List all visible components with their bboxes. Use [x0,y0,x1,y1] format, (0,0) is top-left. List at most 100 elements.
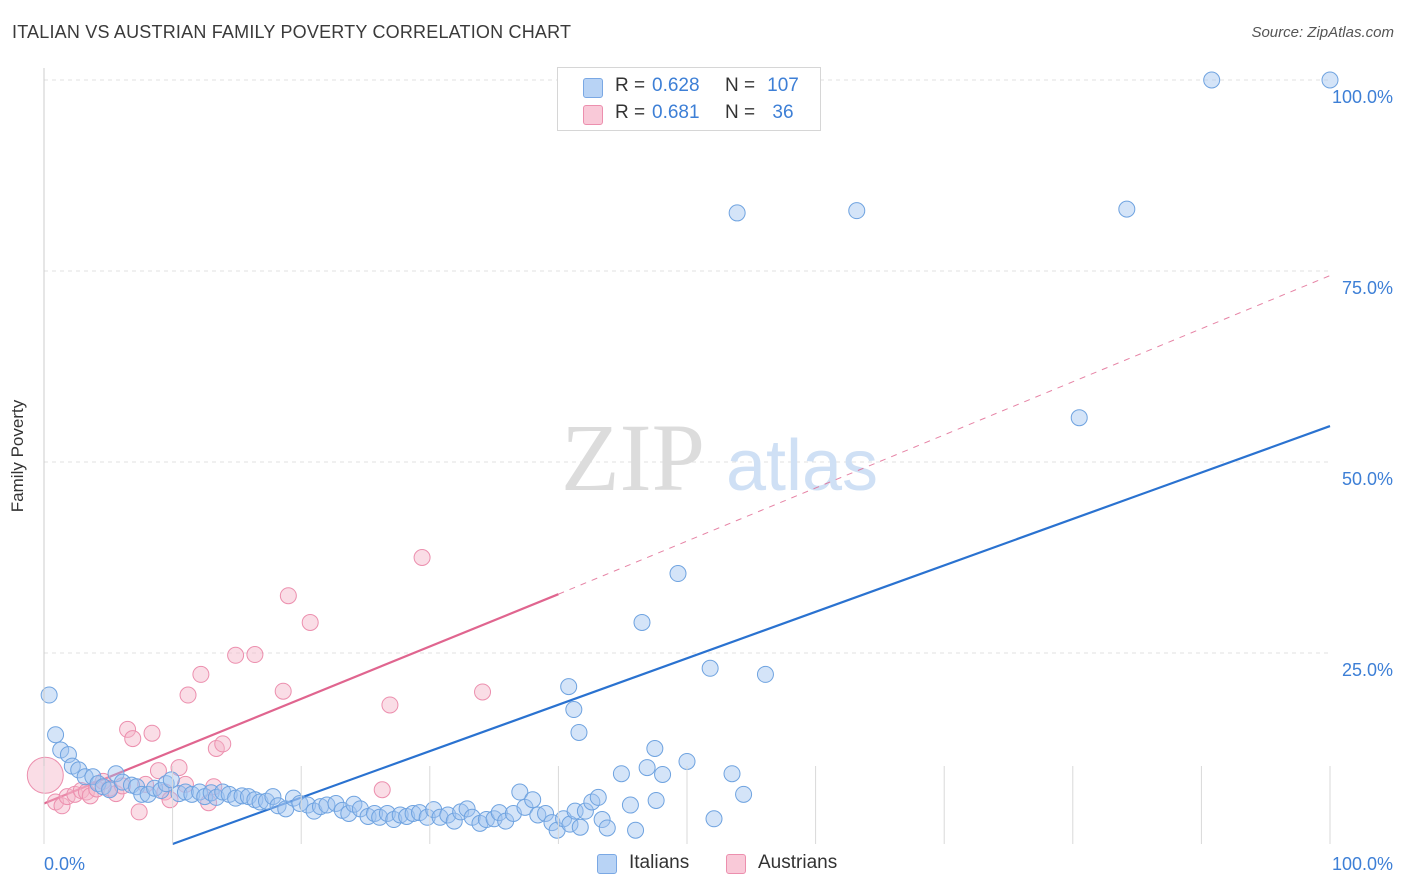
austrian-point [279,587,297,605]
italian-point [638,759,656,777]
italian-point [458,800,476,818]
n-value: 107 [767,75,799,96]
italian-point [524,791,542,809]
correlation-legend: R = 0.628 N = 107 R = 0.681 N = 36 [557,67,821,131]
italian-point [162,771,180,789]
r-value: 0.681 [652,102,700,123]
italian-point [647,791,665,809]
austrian-point [143,724,161,742]
italian-point [264,788,282,806]
italians-trend-line [172,425,1331,846]
italian-point [621,796,639,814]
austrian-point [149,762,167,780]
italian-point [561,815,579,833]
austrian-point [124,730,142,748]
austrians-legend-swatch [726,854,746,874]
watermark-zip: ZIP [561,404,705,511]
italian-point [40,686,58,704]
source-label: Source: ZipAtlas.com [1251,24,1394,41]
austrian-point [192,665,210,683]
legend-row-italians: R = 0.628 N = 107 [558,73,820,101]
italian-point [47,726,65,744]
italian-point [848,202,866,220]
italian-point [1070,409,1088,427]
italian-point [251,793,269,811]
italian-point [107,765,125,783]
austrian-point [274,682,292,700]
italian-point [139,785,157,803]
italian-point [654,765,672,783]
trend-lines [43,275,1331,846]
italian-point [593,811,611,829]
austrian-point [130,803,148,821]
italian-point [176,783,194,801]
italian-point [511,783,529,801]
austrian-point [227,646,245,664]
n-label: N = [725,75,756,96]
austrian-point [170,759,188,777]
italian-point [589,788,607,806]
r-label: R = [615,102,646,123]
x-tick-label: 100.0% [1332,854,1393,874]
italian-point [571,818,589,836]
legend-row-austrians: R = 0.681 N = 36 [558,100,820,128]
italian-point [723,765,741,783]
italian-point [371,808,389,826]
italian-point [439,806,457,824]
italian-point [598,819,616,837]
austrians-trend-line [43,593,559,805]
italian-point [537,804,555,822]
austrian-point [246,646,264,664]
x-tick-label: 0.0% [44,854,85,874]
chart-title: ITALIAN VS AUSTRIAN FAMILY POVERTY CORRE… [12,22,572,42]
austrians-legend-label: Austrians [758,852,838,873]
italians-legend-swatch [597,854,617,874]
italian-point [1203,71,1221,89]
italian-point [1321,71,1339,89]
italian-point [101,781,119,799]
italian-point [1118,200,1136,218]
italian-point [233,787,251,805]
austrian-point [26,756,64,794]
italian-point [701,659,719,677]
italian-point [576,802,594,820]
data-points [26,71,1339,839]
austrian-point [81,787,99,805]
italian-point [756,665,774,683]
italian-point [445,812,463,830]
italian-point [152,782,170,800]
italian-point [299,796,317,814]
italian-point [170,785,188,803]
italian-point [728,204,746,222]
y-tick-label: 25.0% [1342,660,1393,680]
italian-point [735,785,753,803]
y-tick-label: 50.0% [1342,469,1393,489]
italian-point [705,810,723,828]
y-tick-label: 100.0% [1332,87,1393,107]
italian-point [646,740,664,757]
y-tick-label: 75.0% [1342,278,1393,298]
axes [43,68,1331,844]
italian-point [227,789,245,807]
austrian-point [301,613,319,631]
italian-point [391,806,409,824]
italian-point [560,678,578,696]
italian-point [378,804,396,822]
italians-swatch [583,78,603,98]
austrian-point [413,549,431,566]
n-value: 36 [772,102,794,123]
watermark: ZIP atlas [561,404,878,511]
italian-point [570,723,588,741]
n-label: N = [725,102,756,123]
italian-point [404,804,422,822]
austrian-point [214,735,232,753]
italian-point [490,804,508,822]
austrian-point [373,781,391,799]
austrian-point [119,720,137,738]
italian-point [327,795,345,813]
watermark-atlas: atlas [726,426,878,506]
gridlines [44,79,1330,654]
austrians-swatch [583,105,603,125]
italians-legend-label: Italians [629,852,690,873]
